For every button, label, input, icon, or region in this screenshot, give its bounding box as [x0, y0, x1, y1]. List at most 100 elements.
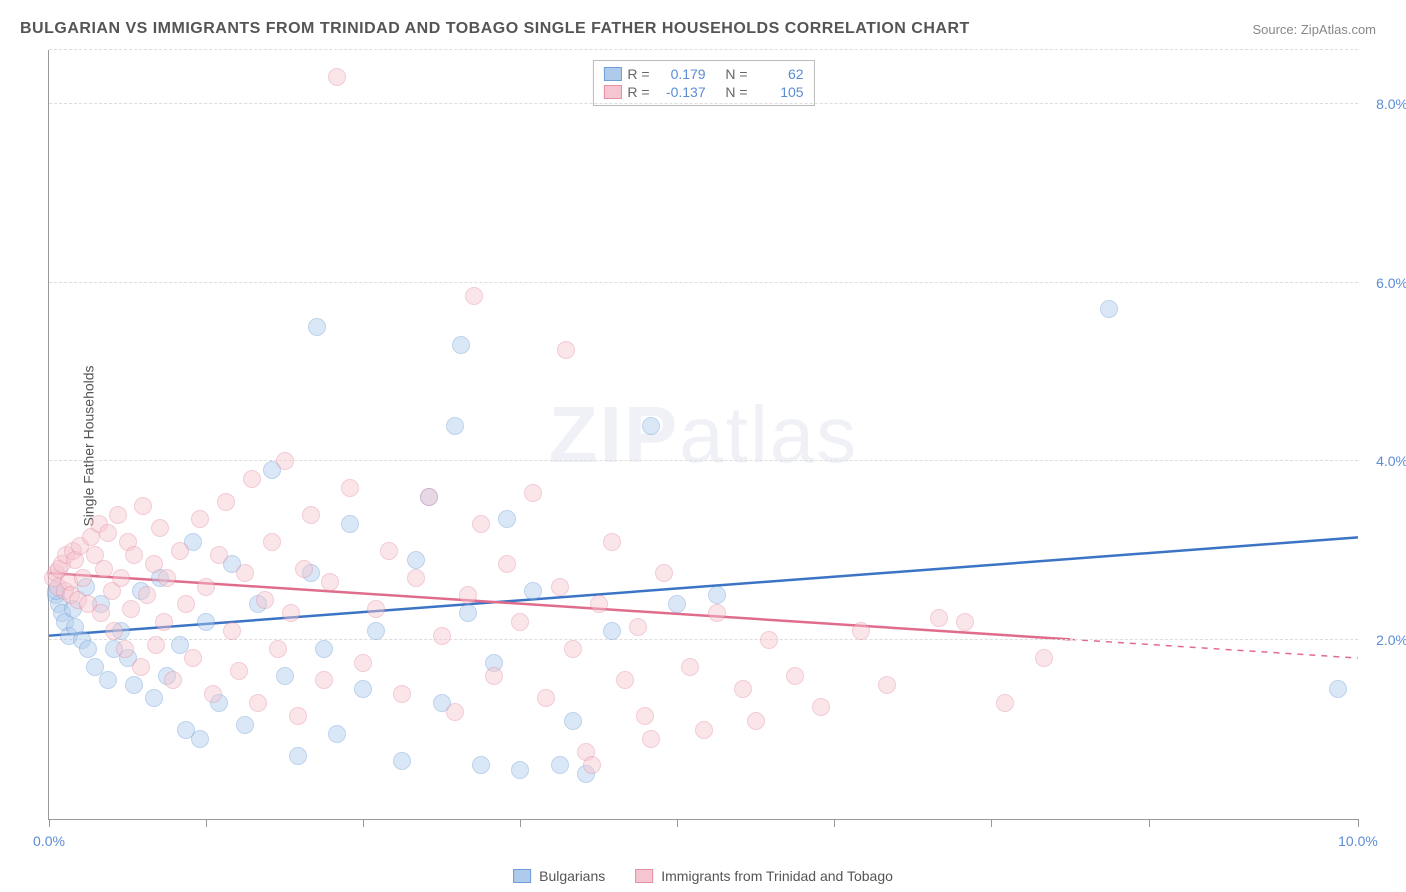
data-point-trinidad — [138, 586, 156, 604]
data-point-bulgarians — [472, 756, 490, 774]
data-point-trinidad — [878, 676, 896, 694]
data-point-trinidad — [956, 613, 974, 631]
gridline — [49, 282, 1358, 283]
data-point-trinidad — [747, 712, 765, 730]
data-point-trinidad — [177, 595, 195, 613]
trend-line-dashed-trinidad — [1070, 639, 1358, 658]
data-point-trinidad — [760, 631, 778, 649]
data-point-trinidad — [354, 654, 372, 672]
series-legend: BulgariansImmigrants from Trinidad and T… — [513, 868, 893, 884]
data-point-trinidad — [583, 756, 601, 774]
data-point-bulgarians — [328, 725, 346, 743]
data-point-bulgarians — [452, 336, 470, 354]
data-point-trinidad — [786, 667, 804, 685]
data-point-bulgarians — [99, 671, 117, 689]
data-point-trinidad — [485, 667, 503, 685]
data-point-trinidad — [459, 586, 477, 604]
data-point-trinidad — [551, 578, 569, 596]
data-point-trinidad — [109, 506, 127, 524]
swatch-trinidad — [603, 85, 621, 99]
data-point-trinidad — [420, 488, 438, 506]
data-point-bulgarians — [341, 515, 359, 533]
swatch-trinidad — [635, 869, 653, 883]
data-point-trinidad — [708, 604, 726, 622]
data-point-trinidad — [996, 694, 1014, 712]
data-point-bulgarians — [354, 680, 372, 698]
data-point-bulgarians — [145, 689, 163, 707]
x-tick — [991, 819, 992, 827]
data-point-trinidad — [524, 484, 542, 502]
data-point-trinidad — [465, 287, 483, 305]
data-point-trinidad — [629, 618, 647, 636]
data-point-trinidad — [655, 564, 673, 582]
x-tick — [1149, 819, 1150, 827]
data-point-trinidad — [380, 542, 398, 560]
data-point-trinidad — [642, 730, 660, 748]
n-label: N = — [725, 84, 747, 100]
x-tick — [206, 819, 207, 827]
data-point-trinidad — [116, 640, 134, 658]
data-point-trinidad — [930, 609, 948, 627]
data-point-trinidad — [681, 658, 699, 676]
x-tick — [677, 819, 678, 827]
data-point-trinidad — [230, 662, 248, 680]
x-tick — [1358, 819, 1359, 827]
data-point-trinidad — [197, 578, 215, 596]
y-tick-label: 4.0% — [1363, 453, 1406, 469]
gridline — [49, 49, 1358, 50]
data-point-trinidad — [302, 506, 320, 524]
data-point-trinidad — [433, 627, 451, 645]
n-label: N = — [725, 66, 747, 82]
data-point-trinidad — [151, 519, 169, 537]
data-point-trinidad — [590, 595, 608, 613]
data-point-trinidad — [204, 685, 222, 703]
data-point-trinidad — [269, 640, 287, 658]
data-point-trinidad — [393, 685, 411, 703]
gridline — [49, 639, 1358, 640]
data-point-trinidad — [812, 698, 830, 716]
watermark: ZIPatlas — [549, 389, 858, 481]
x-tick — [49, 819, 50, 827]
data-point-trinidad — [537, 689, 555, 707]
data-point-trinidad — [125, 546, 143, 564]
r-label: R = — [627, 84, 649, 100]
data-point-trinidad — [498, 555, 516, 573]
data-point-bulgarians — [79, 640, 97, 658]
data-point-bulgarians — [393, 752, 411, 770]
data-point-bulgarians — [289, 747, 307, 765]
data-point-trinidad — [511, 613, 529, 631]
data-point-trinidad — [74, 569, 92, 587]
data-point-trinidad — [223, 622, 241, 640]
data-point-trinidad — [164, 671, 182, 689]
data-point-trinidad — [243, 470, 261, 488]
stats-legend: R =0.179 N =62R =-0.137 N =105 — [592, 60, 814, 106]
data-point-trinidad — [1035, 649, 1053, 667]
y-tick-label: 2.0% — [1363, 632, 1406, 648]
y-tick-label: 8.0% — [1363, 96, 1406, 112]
x-tick — [520, 819, 521, 827]
y-tick-label: 6.0% — [1363, 275, 1406, 291]
data-point-trinidad — [328, 68, 346, 86]
trend-lines — [49, 50, 1358, 819]
data-point-trinidad — [256, 591, 274, 609]
data-point-trinidad — [636, 707, 654, 725]
r-value-bulgarians: 0.179 — [656, 66, 706, 82]
data-point-trinidad — [92, 604, 110, 622]
watermark-part1: ZIP — [549, 390, 679, 479]
data-point-trinidad — [171, 542, 189, 560]
data-point-trinidad — [472, 515, 490, 533]
data-point-trinidad — [105, 622, 123, 640]
data-point-trinidad — [147, 636, 165, 654]
trend-line-bulgarians — [49, 537, 1358, 635]
data-point-trinidad — [407, 569, 425, 587]
data-point-bulgarians — [708, 586, 726, 604]
data-point-trinidad — [695, 721, 713, 739]
data-point-trinidad — [263, 533, 281, 551]
data-point-trinidad — [341, 479, 359, 497]
stats-row-bulgarians: R =0.179 N =62 — [603, 65, 803, 83]
data-point-trinidad — [564, 640, 582, 658]
data-point-trinidad — [616, 671, 634, 689]
data-point-bulgarians — [511, 761, 529, 779]
gridline — [49, 103, 1358, 104]
data-point-bulgarians — [367, 622, 385, 640]
